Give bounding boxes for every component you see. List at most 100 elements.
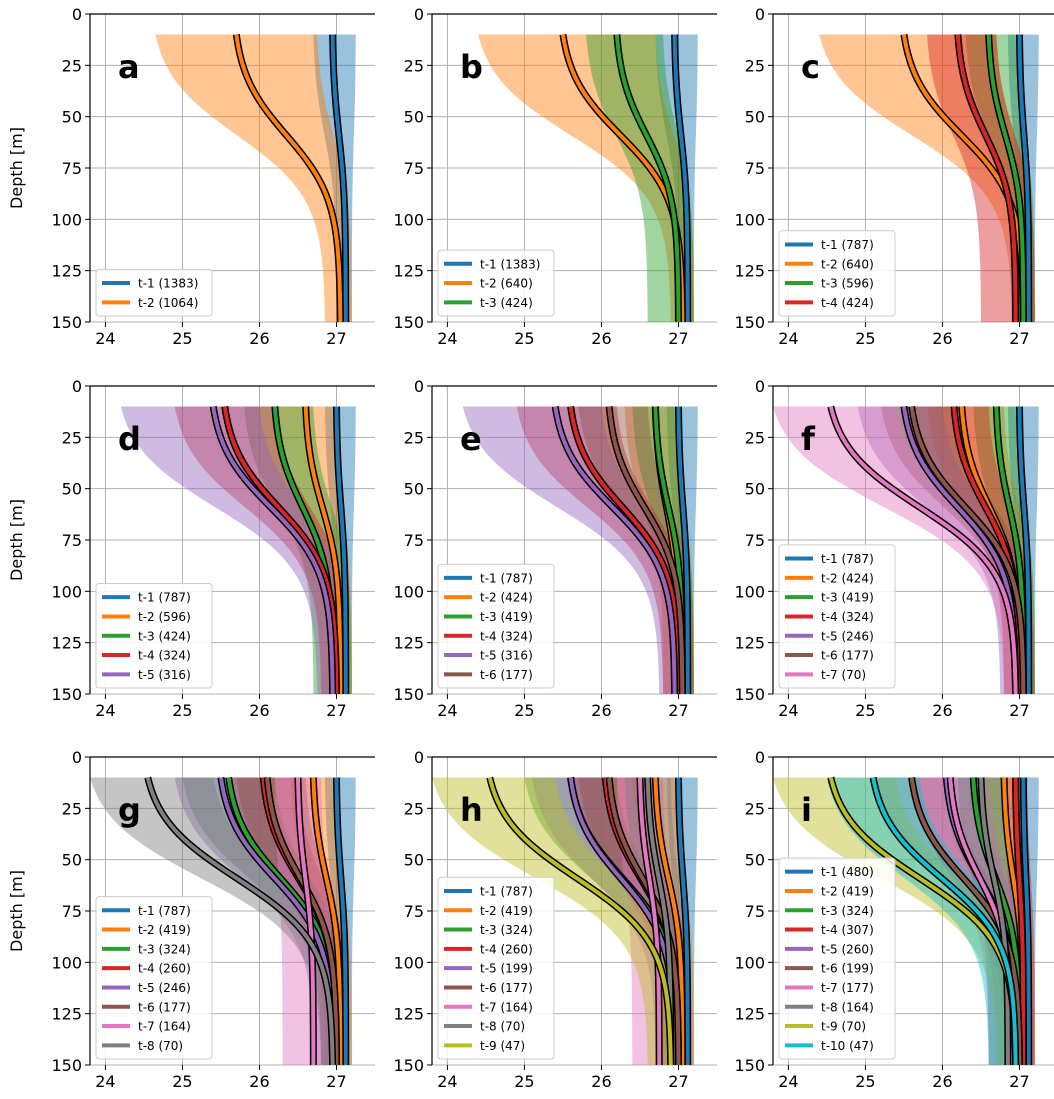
x-tick-label: 27 bbox=[668, 1072, 688, 1091]
band-t-9 bbox=[432, 777, 687, 1065]
y-tick-label: 0 bbox=[414, 377, 424, 396]
x-tick-label: 24 bbox=[778, 329, 798, 348]
legend-entry: t-3 (419) bbox=[821, 591, 874, 605]
legend-entry: t-1 (1383) bbox=[138, 277, 198, 291]
profile-line-t-5 bbox=[553, 406, 677, 694]
plot-area bbox=[819, 33, 1039, 322]
legend-entry: t-7 (164) bbox=[138, 1020, 191, 1034]
plot-area bbox=[120, 405, 356, 694]
x-tick-label: 27 bbox=[326, 329, 346, 348]
band-t-4 bbox=[927, 34, 1035, 322]
y-tick-label: 150 bbox=[51, 1056, 82, 1075]
profile-line-t-2 bbox=[311, 777, 343, 1065]
y-tick-label: 75 bbox=[62, 159, 82, 178]
y-tick-label: 150 bbox=[393, 1056, 424, 1075]
band-t-3 bbox=[182, 777, 349, 1065]
legend-entry: t-2 (596) bbox=[138, 610, 191, 624]
panel-letter: d bbox=[118, 420, 141, 458]
x-tick-label: 25 bbox=[172, 701, 192, 720]
y-tick-label: 75 bbox=[62, 902, 82, 921]
legend-entry: t-2 (419) bbox=[821, 884, 874, 898]
y-tick-label: 125 bbox=[734, 262, 765, 281]
profile-line-t-1 bbox=[1017, 406, 1031, 694]
legend-entry: t-9 (70) bbox=[821, 1020, 866, 1034]
panel-letter: b bbox=[460, 48, 483, 86]
y-tick-label: 125 bbox=[734, 1005, 765, 1024]
x-tick-label: 24 bbox=[778, 701, 798, 720]
panel-c: 24 25 26 27 0 25 50 75 100 125 150 c t-1 (787) t-2 (6… bbox=[734, 5, 1054, 348]
x-tick-label: 24 bbox=[437, 701, 457, 720]
y-tick-label: 25 bbox=[404, 56, 424, 75]
y-tick-label: 50 bbox=[62, 480, 82, 499]
legend-entry: t-6 (199) bbox=[821, 962, 874, 976]
legend-box bbox=[437, 249, 555, 317]
plot-area bbox=[432, 776, 698, 1065]
legend-entry: t-1 (480) bbox=[821, 865, 874, 879]
x-tick-label: 24 bbox=[95, 701, 115, 720]
y-tick-label: 75 bbox=[745, 159, 765, 178]
band-t-2 bbox=[478, 34, 694, 322]
y-tick-label: 25 bbox=[745, 799, 765, 818]
x-tick-label: 26 bbox=[249, 701, 269, 720]
plot-area bbox=[462, 405, 698, 694]
panel-letter: i bbox=[801, 791, 812, 829]
y-axis-title: Depth [m] bbox=[7, 127, 26, 209]
y-tick-label: 50 bbox=[745, 851, 765, 870]
y-tick-label: 25 bbox=[62, 428, 82, 447]
y-tick-label: 100 bbox=[393, 582, 424, 601]
y-tick-label: 50 bbox=[745, 480, 765, 499]
profile-line-t-7 bbox=[828, 406, 1018, 694]
legend-entry: t-10 (47) bbox=[821, 1039, 874, 1053]
band-t-5 bbox=[462, 406, 691, 694]
legend-entry: t-6 (177) bbox=[821, 649, 874, 663]
panel-e: 24 25 26 27 0 25 50 75 100 125 150 e t-1 (787) t-2 (4… bbox=[393, 377, 717, 720]
band-t-7 bbox=[919, 777, 1028, 1065]
legend-entry: t-5 (260) bbox=[821, 942, 874, 956]
y-tick-label: 150 bbox=[393, 313, 424, 332]
x-tick-label: 27 bbox=[326, 1072, 346, 1091]
y-axis-title: Depth [m] bbox=[7, 499, 26, 581]
legend-entry: t-6 (177) bbox=[480, 981, 533, 995]
profile-line-t-1 bbox=[676, 406, 690, 694]
legend-entry: t-2 (424) bbox=[480, 591, 533, 605]
x-tick-label: 25 bbox=[514, 701, 534, 720]
profile-line-t-1 bbox=[676, 777, 690, 1065]
legend-entry: t-4 (324) bbox=[480, 629, 533, 643]
y-tick-label: 75 bbox=[404, 902, 424, 921]
band-t-3 bbox=[524, 777, 691, 1065]
legend-entry: t-5 (316) bbox=[138, 668, 191, 682]
y-tick-label: 25 bbox=[62, 56, 82, 75]
profile-line-t-4 bbox=[222, 406, 339, 694]
profile-line-t-1 bbox=[334, 406, 348, 694]
profile-line-t-1 bbox=[330, 34, 348, 322]
y-tick-label: 125 bbox=[393, 1005, 424, 1024]
legend-entry: t-5 (316) bbox=[480, 649, 533, 663]
y-tick-label: 100 bbox=[734, 210, 765, 229]
y-tick-label: 100 bbox=[51, 210, 82, 229]
legend-entry: t-1 (787) bbox=[480, 571, 533, 585]
y-tick-label: 50 bbox=[62, 851, 82, 870]
panel-d: 24 25 26 27 0 25 50 75 100 125 150 Depth [m] d t-1 (7… bbox=[7, 377, 375, 720]
x-tick-label: 25 bbox=[855, 1072, 875, 1091]
y-tick-label: 50 bbox=[404, 108, 424, 127]
x-tick-label: 27 bbox=[1009, 329, 1029, 348]
y-tick-label: 100 bbox=[51, 582, 82, 601]
profile-line-t-4 bbox=[1013, 777, 1026, 1065]
y-tick-label: 100 bbox=[734, 582, 765, 601]
plot-area bbox=[155, 34, 356, 322]
legend-box bbox=[778, 544, 896, 689]
legend-entry: t-2 (640) bbox=[480, 277, 533, 291]
x-tick-label: 27 bbox=[668, 329, 688, 348]
y-tick-label: 0 bbox=[414, 5, 424, 24]
y-tick-label: 125 bbox=[51, 634, 82, 653]
legend-entry: t-5 (246) bbox=[138, 981, 191, 995]
profile-line-t-1 bbox=[334, 777, 348, 1065]
y-tick-label: 25 bbox=[62, 799, 82, 818]
band-t-6 bbox=[578, 777, 691, 1065]
legend-entry: t-1 (787) bbox=[138, 904, 191, 918]
legend-entry: t-2 (419) bbox=[138, 923, 191, 937]
y-tick-label: 75 bbox=[404, 159, 424, 178]
x-tick-label: 27 bbox=[326, 701, 346, 720]
x-tick-label: 26 bbox=[249, 1072, 269, 1091]
